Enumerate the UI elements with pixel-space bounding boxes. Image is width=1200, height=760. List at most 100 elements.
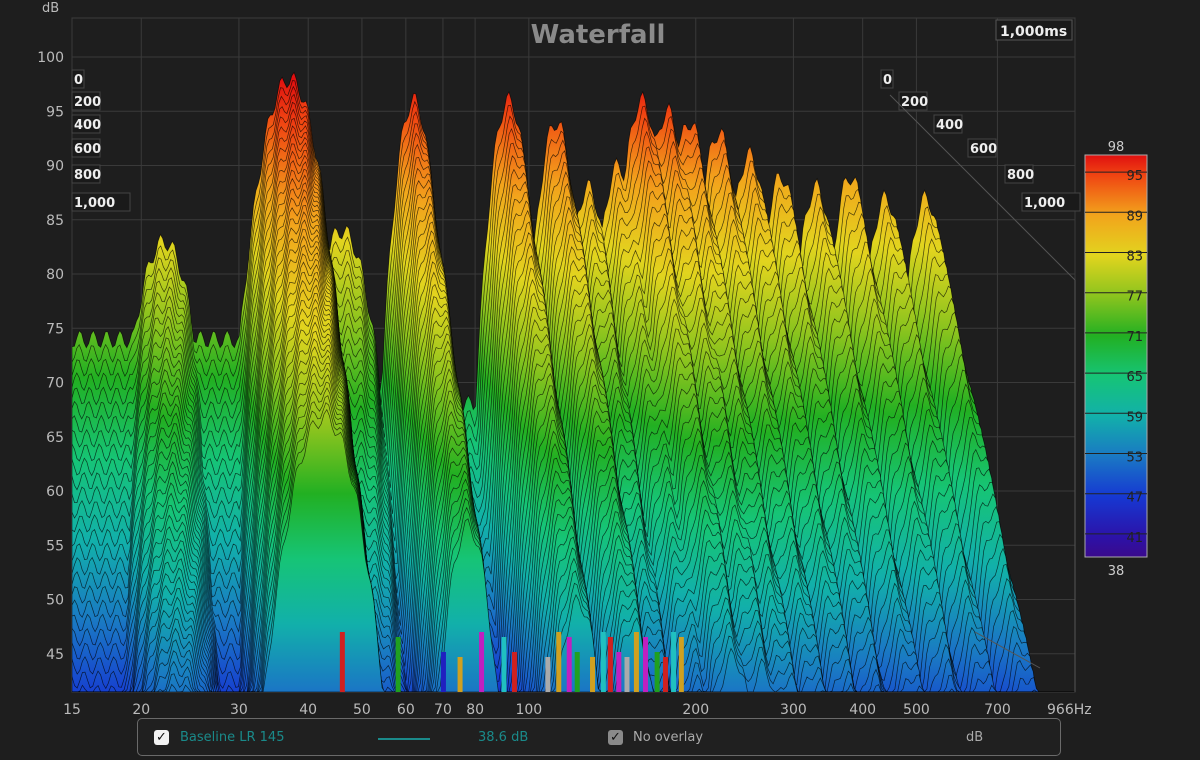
x-tick-label: 70: [434, 702, 452, 718]
x-tick-label: 400: [849, 702, 876, 718]
time-tick-box: [71, 69, 85, 89]
x-tick-label: 40: [299, 702, 317, 718]
overlay-marker: [457, 657, 463, 692]
svg-text:1,000ms: 1,000ms: [1000, 24, 1067, 40]
chart-title: Waterfall: [531, 20, 666, 50]
overlay-label: No overlay: [633, 730, 704, 745]
overlay-marker: [671, 632, 677, 692]
time-tick-box: [71, 164, 101, 184]
time-tick-box: [1004, 164, 1034, 184]
overlay-marker: [600, 632, 606, 692]
trace-line-swatch: [378, 738, 430, 740]
overlay-checkbox[interactable]: ✓: [608, 730, 623, 745]
x-tick-label: 50: [353, 702, 371, 718]
overlay-marker: [678, 637, 684, 692]
waterfall-surface: [72, 71, 1075, 692]
y-axis-label: dB: [42, 1, 59, 16]
time-tick-label-left: 200: [74, 95, 101, 110]
overlay-markers: [339, 632, 684, 692]
overlay-marker: [607, 637, 613, 692]
y-tick-label: 75: [46, 321, 64, 337]
time-range-label: 1,000ms: [995, 19, 1073, 41]
overlay-marker: [616, 652, 622, 692]
axes: 15 20 30 40 50 60 70 80 100 200 300 400 500 700 966Hz1…: [37, 50, 1091, 718]
time-tick-box: [898, 91, 928, 111]
x-tick-label: 966Hz: [1047, 702, 1092, 718]
overlay-marker: [479, 632, 485, 692]
x-tick-label: 15: [63, 702, 81, 718]
trace-value: 38.6 dB: [478, 730, 529, 745]
overlay-marker: [501, 637, 507, 692]
time-tick-label-left: 400: [74, 118, 101, 133]
time-tick-box: [1021, 192, 1081, 212]
y-tick-label: 45: [46, 647, 64, 663]
baseline-checkbox[interactable]: ✓: [154, 730, 169, 745]
overlay-marker: [633, 632, 639, 692]
perspective-edge: [889, 94, 1076, 281]
time-tick-box: [880, 69, 894, 89]
time-tick-label-left: 600: [74, 142, 101, 157]
time-tick-box: [71, 138, 101, 158]
x-tick-label: 200: [682, 702, 709, 718]
colorbar-tick-label: 83: [1126, 250, 1143, 265]
time-tick-label-right: 600: [970, 142, 997, 157]
time-tick-label-right: 400: [936, 118, 963, 133]
x-tick-label: 500: [903, 702, 930, 718]
colorbar: 95 89 83 77 71 65 59 53 47 41 98 38: [1084, 140, 1148, 579]
time-tick-label-right: 200: [901, 95, 928, 110]
colorbar-max-label: 98: [1108, 140, 1125, 155]
overlay-marker: [643, 637, 649, 692]
x-tick-label: 100: [515, 702, 542, 718]
overlay-marker: [574, 652, 580, 692]
colorbar-tick-label: 71: [1126, 330, 1143, 345]
x-tick-label: 60: [397, 702, 415, 718]
time-tick-label-right: 800: [1007, 168, 1034, 183]
y-tick-label: 85: [46, 213, 64, 229]
overlay-marker: [545, 657, 551, 692]
overlay-marker: [566, 637, 572, 692]
legend-bar: ✓ Baseline LR 145 38.6 dB ✓ No overlay d…: [137, 718, 1061, 756]
y-tick-label: 90: [46, 159, 64, 175]
overlay-marker: [654, 652, 660, 692]
y-tick-label: 55: [46, 538, 64, 554]
overlay-marker: [590, 657, 596, 692]
colorbar-tick-label: 47: [1126, 491, 1143, 506]
colorbar-tick-label: 41: [1126, 531, 1143, 546]
x-tick-label: 20: [132, 702, 150, 718]
colorbar-tick-label: 53: [1126, 451, 1143, 466]
colorbar-tick-label: 65: [1126, 370, 1143, 385]
x-tick-label: 80: [466, 702, 484, 718]
time-tick-label-right: 1,000: [1024, 196, 1065, 211]
time-tick-box: [71, 91, 101, 111]
y-tick-label: 50: [46, 593, 64, 609]
time-tick-box: [71, 114, 101, 134]
y-tick-label: 65: [46, 430, 64, 446]
y-tick-label: 70: [46, 376, 64, 392]
time-tick-label-left: 1,000: [74, 196, 115, 211]
colorbar-tick-label: 59: [1126, 410, 1143, 425]
colorbar-tick-label: 77: [1126, 290, 1143, 305]
colorbar-tick-label: 89: [1126, 209, 1143, 224]
y-tick-label: 95: [46, 104, 64, 120]
unit-label: dB: [966, 730, 984, 745]
trace-name[interactable]: Baseline LR 145: [180, 730, 285, 745]
overlay-marker: [395, 637, 401, 692]
y-tick-label: 80: [46, 267, 64, 283]
overlay-marker: [440, 652, 446, 692]
y-tick-label: 100: [37, 50, 64, 66]
overlay-marker: [339, 632, 345, 692]
colorbar-tick-label: 95: [1126, 169, 1143, 184]
time-tick-label-left: 0: [74, 73, 83, 88]
overlay-marker: [511, 652, 517, 692]
time-tick-label-right: 0: [883, 73, 892, 88]
overlay-marker: [662, 657, 668, 692]
overlay-marker: [556, 632, 562, 692]
colorbar-min-label: 38: [1108, 564, 1125, 579]
time-tick-box: [933, 114, 963, 134]
overlay-marker: [624, 657, 630, 692]
x-tick-label: 300: [780, 702, 807, 718]
perspective-edge: [974, 631, 1041, 669]
time-tick-box: [71, 192, 131, 212]
slice-surface: [72, 408, 1075, 692]
